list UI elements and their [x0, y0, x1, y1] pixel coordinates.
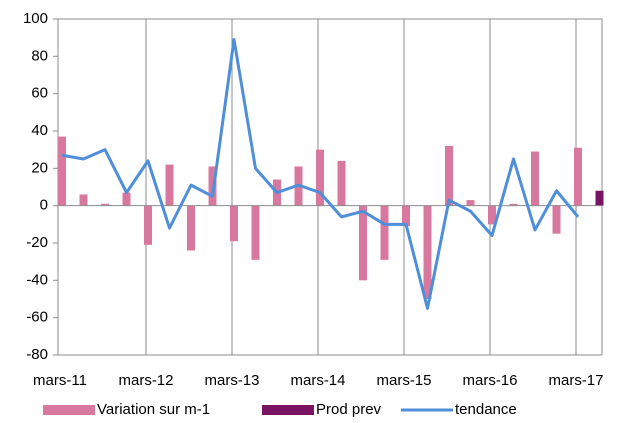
x-tick-label: mars-11 [33, 372, 87, 389]
bar [531, 151, 539, 206]
bar [230, 205, 238, 242]
bar [574, 147, 582, 206]
bar [316, 149, 324, 206]
legend-swatch [262, 405, 314, 415]
x-tick-label: mars-17 [548, 372, 603, 389]
bar [466, 200, 475, 206]
bar [445, 145, 453, 206]
y-tick-label: 40 [31, 122, 48, 139]
x-tick-label: mars-12 [118, 372, 173, 389]
y-tick-label: -40 [26, 271, 48, 288]
bar [509, 203, 518, 206]
x-tick-label: mars-16 [462, 372, 517, 389]
bar [359, 205, 367, 281]
y-tick-label: -60 [26, 309, 48, 326]
x-tick-label: mars-14 [290, 372, 345, 389]
bar [380, 205, 389, 260]
y-tick-label: -20 [26, 234, 48, 251]
bar [595, 190, 604, 206]
bar [101, 203, 109, 206]
legend-swatch [43, 405, 95, 415]
bar [122, 192, 131, 206]
bar [165, 164, 174, 206]
y-tick-label: 60 [31, 85, 48, 102]
line [61, 38, 580, 310]
legend-label: Variation sur m-1 [97, 401, 210, 418]
bar [488, 205, 496, 225]
y-tick-label: 20 [31, 159, 48, 176]
y-tick-label: 0 [40, 197, 48, 214]
bar [402, 205, 410, 227]
bar [423, 205, 432, 299]
bar [251, 205, 260, 260]
bar [337, 160, 346, 206]
x-tick-label: mars-15 [376, 372, 431, 389]
bar [144, 205, 152, 245]
y-tick-label: 100 [23, 10, 48, 27]
bar [58, 136, 66, 206]
x-tick-label: mars-13 [204, 372, 259, 389]
y-tick-label: -80 [26, 346, 48, 363]
y-tick-label: 80 [31, 47, 48, 64]
legend-label: Prod prev [316, 401, 382, 418]
bar [187, 205, 195, 251]
plot-border [57, 18, 603, 356]
bar [552, 205, 561, 234]
legend-label: tendance [455, 401, 517, 418]
bar [79, 194, 88, 206]
